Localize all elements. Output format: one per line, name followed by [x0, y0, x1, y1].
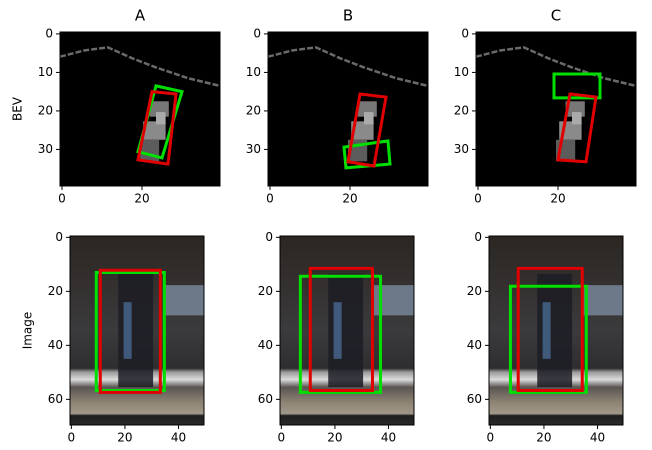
x-tick-label: 20	[134, 192, 149, 206]
image-figure-light	[124, 302, 132, 359]
x-tick-label: 20	[342, 192, 357, 206]
y-tick-label: 40	[467, 338, 482, 352]
y-tick-label: 30	[246, 142, 261, 156]
y-tick-label: 30	[454, 142, 469, 156]
y-tick-label: 0	[45, 26, 53, 40]
y-tick-label: 40	[48, 338, 63, 352]
panel-image	[476, 32, 636, 186]
panel-title: C	[551, 7, 561, 25]
x-tick-label: 20	[550, 192, 565, 206]
image-blob	[572, 112, 582, 124]
panel-title: A	[135, 7, 146, 25]
image-figure	[328, 274, 363, 387]
panel-image	[60, 32, 220, 186]
y-tick-label: 20	[454, 103, 469, 117]
image-figure	[118, 274, 153, 387]
image-background	[476, 32, 636, 186]
image-figure	[537, 274, 572, 387]
x-tick-label: 0	[58, 192, 66, 206]
x-tick-label: 40	[590, 431, 605, 445]
x-tick-label: 20	[327, 431, 342, 445]
y-tick-label: 10	[38, 65, 53, 79]
panel-image	[489, 236, 623, 425]
image-figure-light	[543, 302, 551, 359]
x-tick-label: 20	[536, 431, 551, 445]
y-tick-label: 30	[38, 142, 53, 156]
y-tick-label: 60	[258, 392, 273, 406]
y-tick-label: 0	[265, 230, 273, 244]
image-blob	[156, 112, 166, 124]
y-axis-label: Image	[21, 312, 35, 350]
y-tick-label: 10	[246, 65, 261, 79]
x-tick-label: 40	[381, 431, 396, 445]
x-tick-label: 0	[487, 431, 495, 445]
panel-image	[268, 32, 428, 186]
y-tick-label: 60	[467, 392, 482, 406]
x-tick-label: 0	[278, 431, 286, 445]
panel-image	[280, 236, 414, 425]
y-tick-label: 0	[253, 26, 261, 40]
x-tick-label: 0	[474, 192, 482, 206]
y-tick-label: 20	[48, 284, 63, 298]
x-tick-label: 0	[266, 192, 274, 206]
y-tick-label: 20	[467, 284, 482, 298]
y-tick-label: 20	[258, 284, 273, 298]
y-tick-label: 0	[474, 230, 482, 244]
y-tick-label: 60	[48, 392, 63, 406]
x-tick-label: 40	[171, 431, 186, 445]
panel-image	[70, 236, 204, 425]
panel-title: B	[343, 7, 353, 25]
image-car	[164, 285, 204, 315]
image-background	[60, 32, 220, 186]
y-tick-label: 0	[55, 230, 63, 244]
y-tick-label: 20	[246, 103, 261, 117]
y-tick-label: 20	[38, 103, 53, 117]
y-tick-label: 0	[461, 26, 469, 40]
y-axis-label: BEV	[11, 96, 25, 121]
y-tick-label: 40	[258, 338, 273, 352]
figure: 0 20 0 10 20 30 A BEV 0 20 0 10 20 30 B 0 20 0 10 20 30 C 0 20 4…	[0, 0, 652, 450]
image-car	[583, 285, 623, 315]
x-tick-label: 20	[117, 431, 132, 445]
x-tick-label: 0	[68, 431, 76, 445]
image-blob	[364, 112, 374, 124]
image-figure-light	[334, 302, 342, 359]
y-tick-label: 10	[454, 65, 469, 79]
